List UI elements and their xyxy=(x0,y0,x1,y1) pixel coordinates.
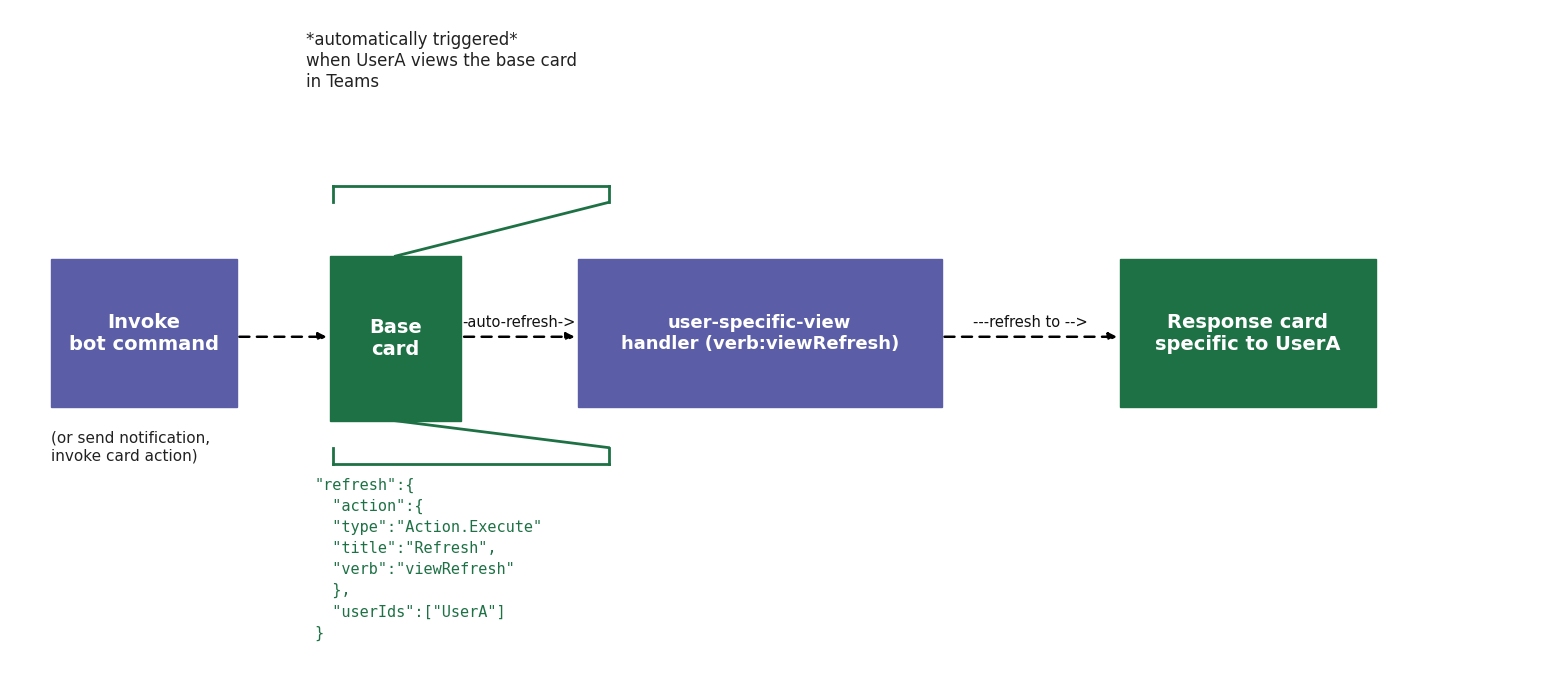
Text: Response card
specific to UserA: Response card specific to UserA xyxy=(1154,313,1340,354)
FancyBboxPatch shape xyxy=(578,260,941,407)
Text: Invoke
bot command: Invoke bot command xyxy=(69,313,218,354)
FancyBboxPatch shape xyxy=(51,260,237,407)
FancyBboxPatch shape xyxy=(1120,260,1376,407)
Text: *automatically triggered*
when UserA views the base card
in Teams: *automatically triggered* when UserA vie… xyxy=(307,31,578,91)
FancyBboxPatch shape xyxy=(330,256,461,420)
Text: Base
card: Base card xyxy=(369,318,422,359)
Text: user-specific-view
handler (verb:viewRefresh): user-specific-view handler (verb:viewRef… xyxy=(620,314,899,353)
Text: (or send notification,
invoke card action): (or send notification, invoke card actio… xyxy=(51,431,210,463)
Text: ---refresh to -->: ---refresh to --> xyxy=(974,315,1087,330)
Text: -auto-refresh->: -auto-refresh-> xyxy=(463,315,576,330)
Text: "refresh":{
  "action":{
  "type":"Action.Execute"
  "title":"Refresh",
  "verb": "refresh":{ "action":{ "type":"Action.Ex… xyxy=(315,478,542,641)
